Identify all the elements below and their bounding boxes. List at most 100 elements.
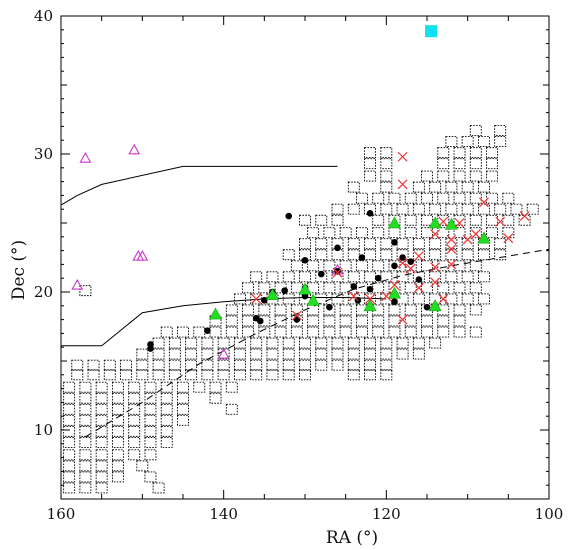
field-square <box>339 326 352 338</box>
field-square <box>209 315 222 327</box>
field-square <box>404 315 417 327</box>
field-square <box>453 192 466 204</box>
field-square <box>282 337 295 349</box>
field-square <box>453 326 466 338</box>
red-cross <box>365 293 375 304</box>
field-square <box>412 203 425 215</box>
field-square <box>421 227 433 239</box>
magenta-open-triangle <box>136 249 149 261</box>
y-tick-label: 10 <box>34 421 53 439</box>
field-square <box>380 181 393 193</box>
x-tick-label: 100 <box>535 505 564 523</box>
field-square <box>95 482 108 494</box>
field-square <box>63 436 76 448</box>
field-square <box>364 249 377 261</box>
black-dot <box>281 287 288 294</box>
field-square <box>315 214 328 226</box>
field-square <box>445 136 458 148</box>
field-square <box>347 348 360 360</box>
green-triangle <box>387 216 401 229</box>
black-dot <box>374 274 382 282</box>
field-square <box>429 181 442 193</box>
field-square <box>486 192 499 204</box>
field-square <box>380 203 393 215</box>
red-cross <box>413 282 424 293</box>
red-cross <box>519 211 530 222</box>
field-square <box>299 238 311 250</box>
field-square <box>144 449 157 461</box>
field-square <box>347 369 360 381</box>
black-dot <box>334 268 341 275</box>
black-dot <box>350 283 358 290</box>
field-square <box>388 304 401 316</box>
field-square <box>453 147 466 159</box>
field-square <box>396 203 409 215</box>
field-square <box>152 482 165 494</box>
field-square <box>469 147 482 159</box>
field-square <box>331 337 344 349</box>
field-square <box>258 315 271 327</box>
field-square <box>95 449 108 461</box>
field-square <box>250 369 263 381</box>
field-square <box>347 359 360 371</box>
field-square <box>347 271 360 283</box>
field-square <box>364 337 377 349</box>
field-square <box>477 249 490 261</box>
red-cross <box>470 229 481 239</box>
magenta-open-triangle <box>128 143 141 155</box>
field-square <box>323 260 336 272</box>
black-dot <box>366 210 374 217</box>
field-square <box>160 414 173 426</box>
field-square <box>168 348 181 360</box>
field-square <box>225 326 238 338</box>
field-square <box>437 158 450 170</box>
field-square <box>355 260 368 272</box>
black-dot <box>147 341 154 348</box>
field-square <box>421 192 433 204</box>
field-square <box>290 260 303 272</box>
field-square <box>111 414 124 426</box>
field-square <box>290 315 303 327</box>
field-square <box>380 348 393 360</box>
field-square <box>201 369 214 381</box>
field-square <box>242 326 255 338</box>
field-square <box>453 214 466 226</box>
field-square <box>111 425 124 437</box>
field-square <box>315 293 328 305</box>
y-tick-label: 20 <box>34 283 53 301</box>
black-dot <box>301 256 309 264</box>
field-square <box>477 136 490 148</box>
field-square <box>380 158 393 170</box>
field-square <box>421 214 433 226</box>
field-square <box>299 359 311 371</box>
field-square <box>429 203 442 215</box>
red-cross <box>405 263 416 274</box>
field-square <box>63 414 76 426</box>
field-square <box>364 170 377 182</box>
field-square <box>111 436 124 448</box>
field-square <box>79 471 92 483</box>
field-square <box>429 337 442 349</box>
field-square <box>469 192 482 204</box>
field-square <box>477 293 490 305</box>
field-square <box>177 403 189 415</box>
field-square <box>128 449 141 461</box>
field-square <box>355 326 368 338</box>
field-square <box>372 326 385 338</box>
field-square <box>526 203 539 215</box>
field-square <box>185 337 198 349</box>
field-square <box>95 403 108 415</box>
field-square <box>323 326 336 338</box>
field-square <box>380 271 393 283</box>
field-square <box>437 227 450 239</box>
red-cross <box>454 218 465 228</box>
field-square <box>160 436 173 448</box>
field-square <box>372 304 385 316</box>
field-square <box>63 482 76 494</box>
field-square <box>63 403 76 415</box>
black-dot <box>391 239 398 246</box>
field-square <box>144 471 157 483</box>
red-cross <box>291 310 302 321</box>
red-cross <box>438 293 449 304</box>
field-square <box>355 227 368 239</box>
